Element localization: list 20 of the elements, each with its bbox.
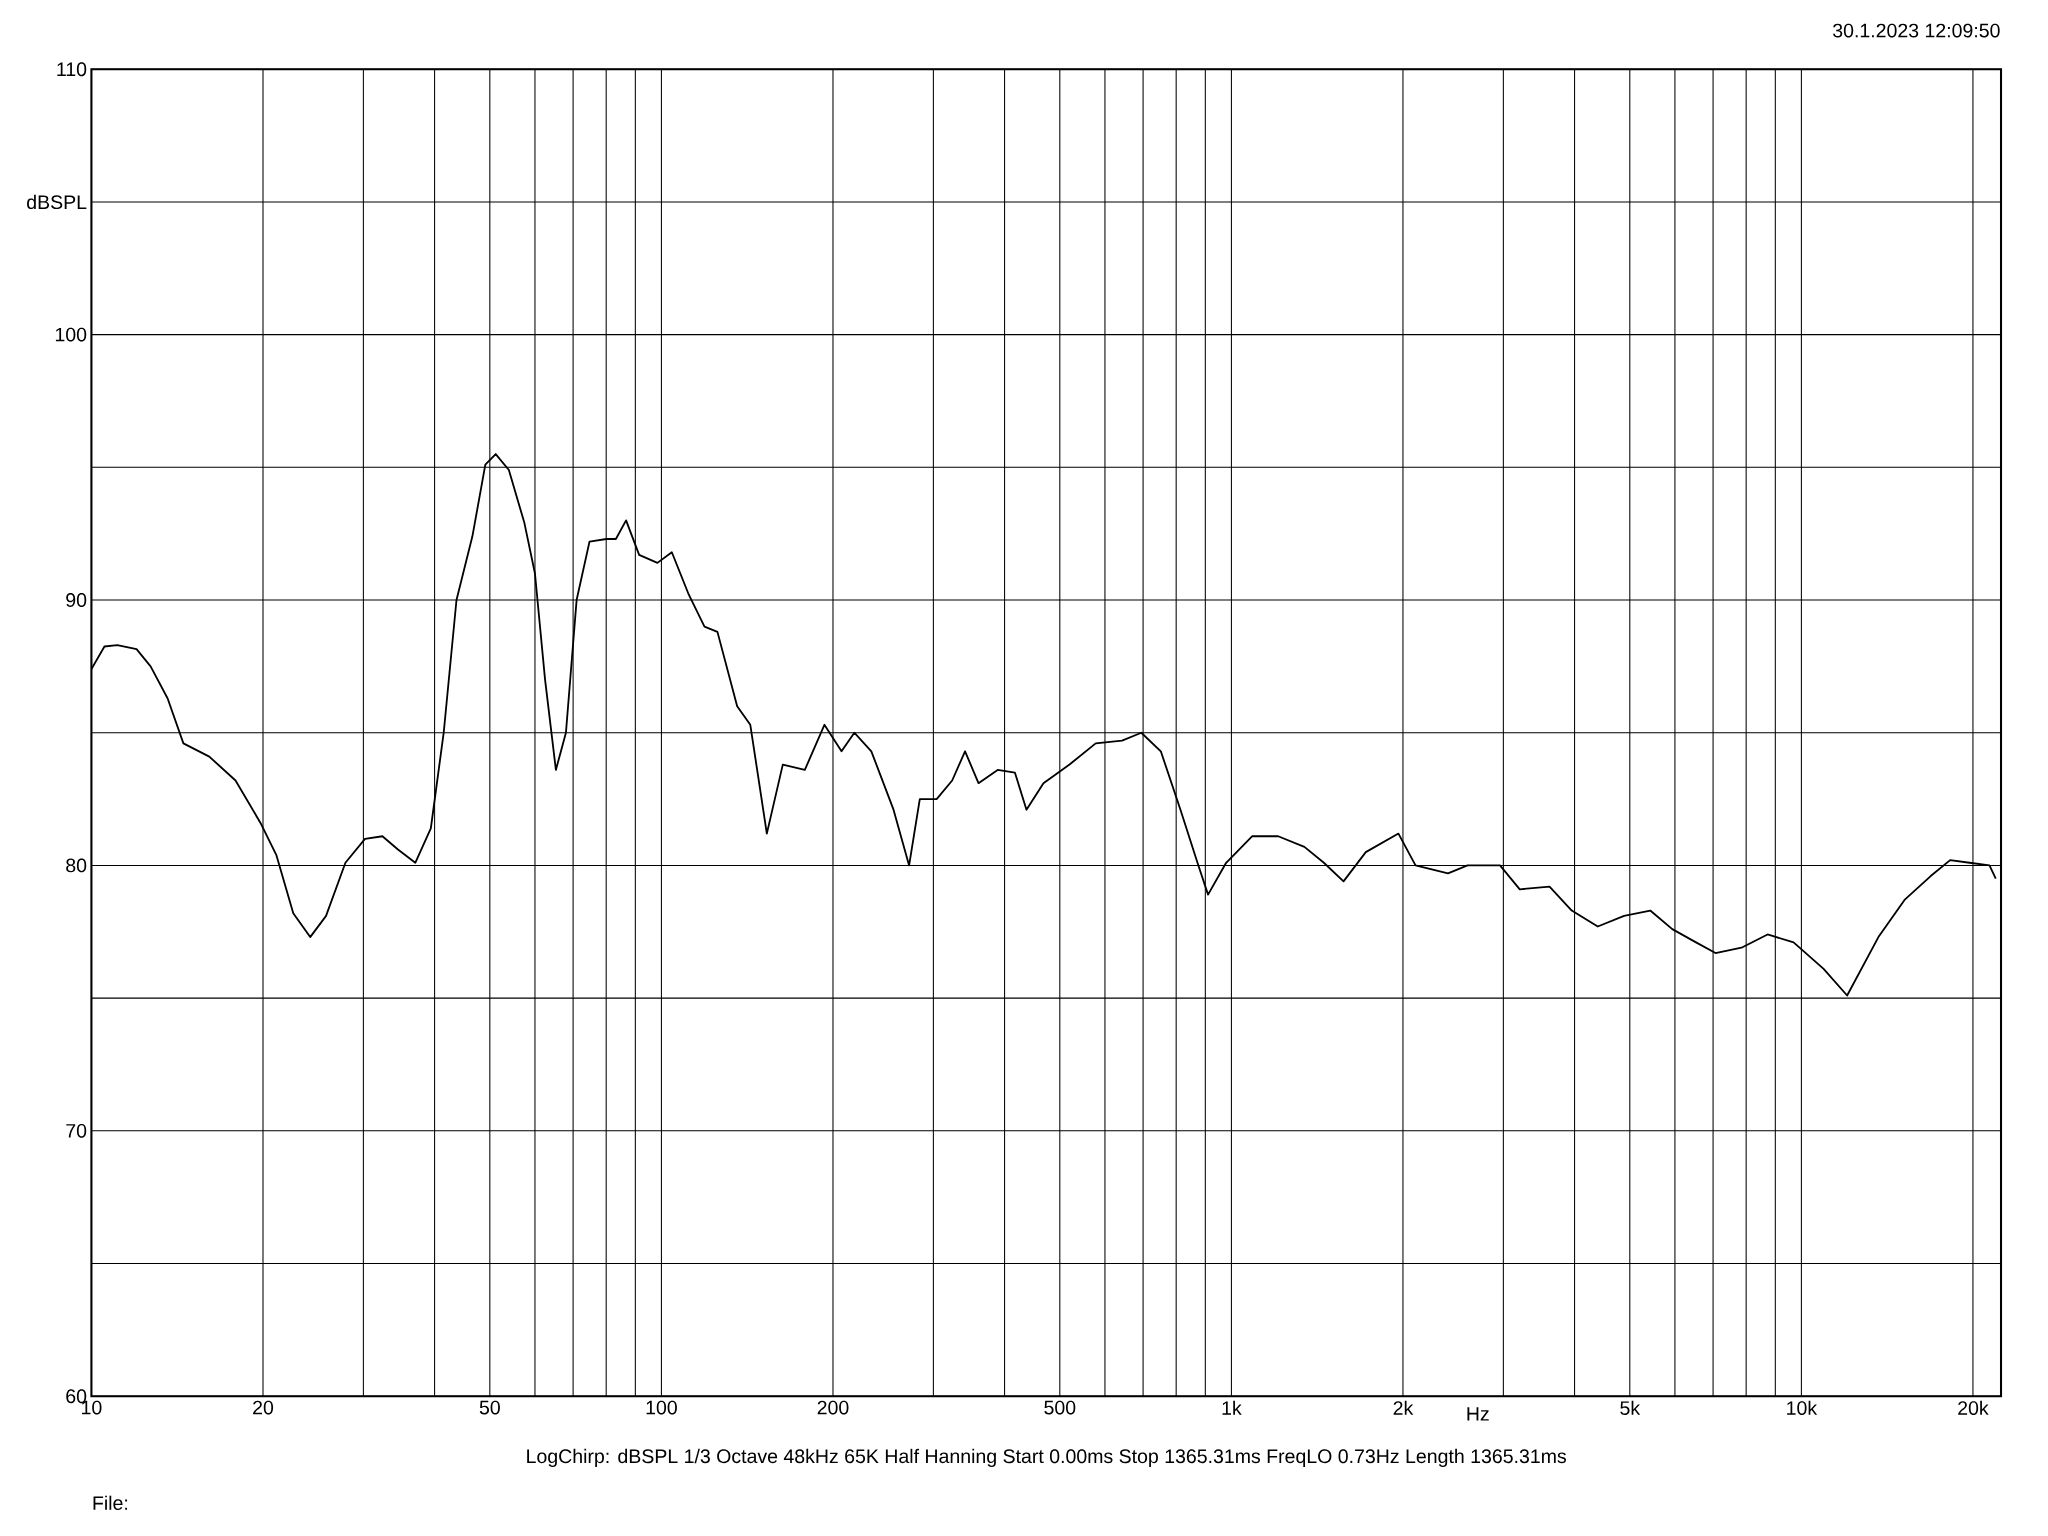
x-tick-label: 2k [1393, 1400, 1414, 1415]
x-tick-label: 50 [479, 1400, 500, 1415]
y-tick-label: 90 [66, 593, 87, 607]
x-tick-label: 100 [646, 1400, 677, 1415]
x-tick-label: 500 [1044, 1400, 1076, 1415]
x-tick-label: 200 [817, 1400, 849, 1415]
text: File: [93, 1495, 128, 1511]
x-tick-label: 20 [253, 1400, 274, 1415]
x-tick-label: 5k [1620, 1400, 1641, 1416]
y-tick-label: dBSPL [27, 194, 87, 210]
x-tick-label: 20k [1958, 1400, 1989, 1416]
text: LogChirp: dBSPL 1/3 Octave 48kHz 65K Half Hanning Start 0.00ms Stop 1365.31ms FreqLO 0.73Hz Length 1365.31ms [527, 1448, 1567, 1467]
text: 30.1.2023 12:09:50 [1833, 23, 2000, 38]
x-tick-label: 10k [1787, 1400, 1818, 1416]
y-tick-label: 110 [57, 62, 87, 77]
y-tick-label: 100 [55, 327, 87, 342]
x-axis-title: Hz [1467, 1407, 1489, 1421]
y-tick-label: 80 [66, 858, 87, 873]
y-tick-label: 70 [66, 1123, 87, 1138]
x-tick-label: 1k [1222, 1400, 1242, 1415]
